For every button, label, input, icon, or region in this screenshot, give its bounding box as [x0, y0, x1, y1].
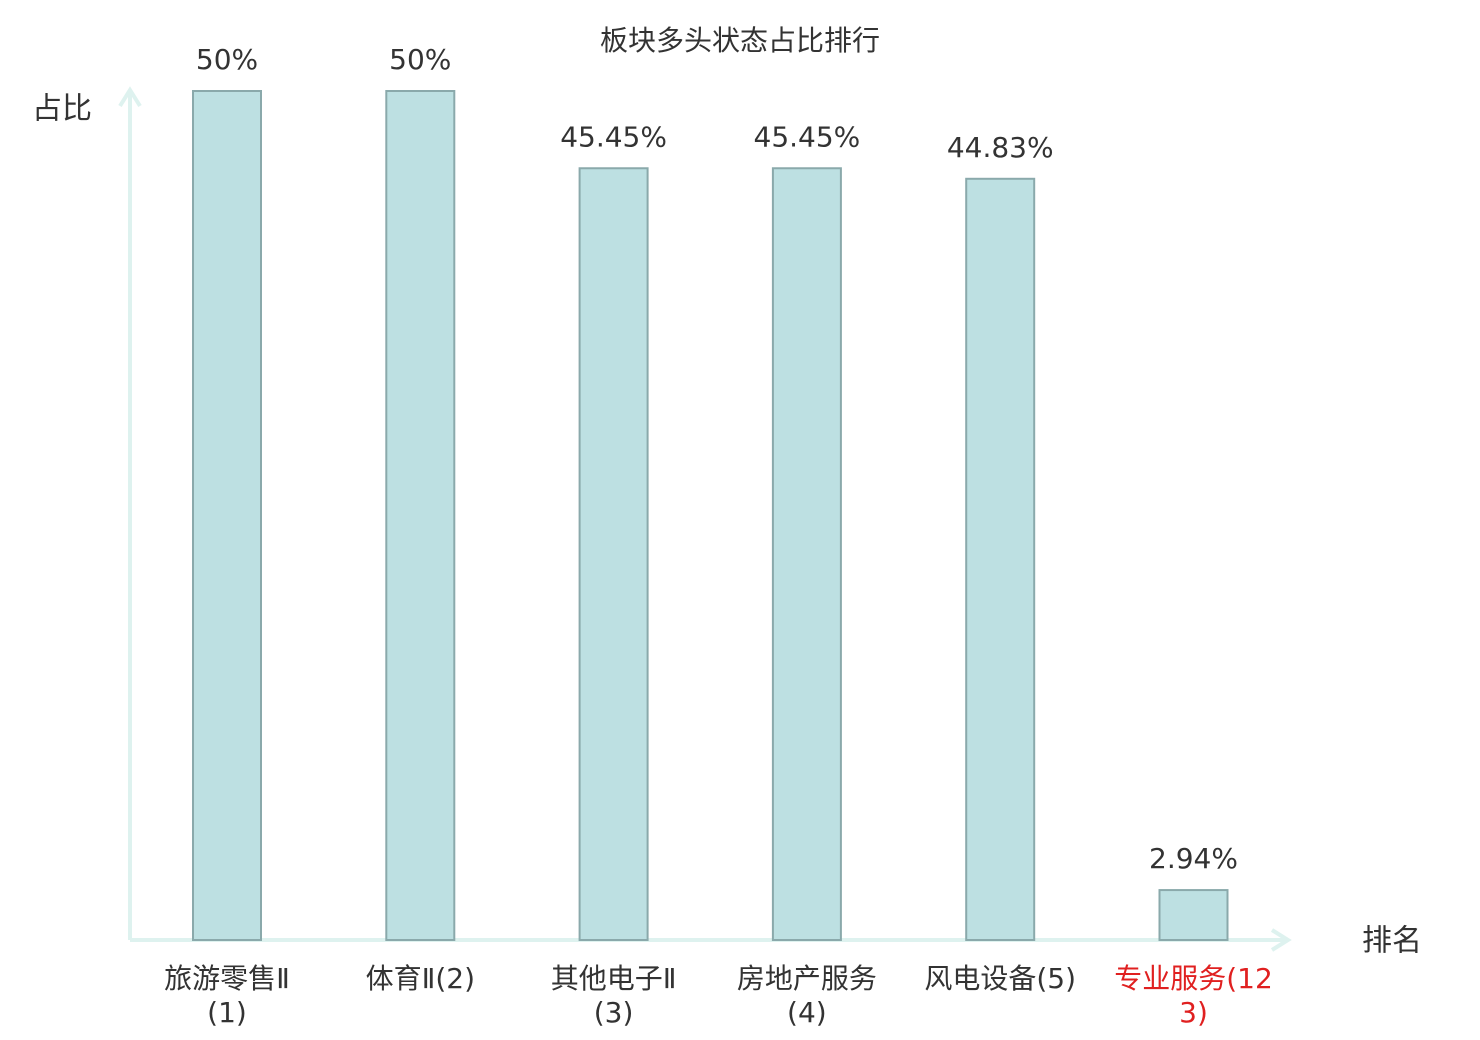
value-label: 2.94% [1149, 842, 1238, 875]
value-label: 45.45% [754, 120, 861, 153]
x-axis-label: 排名 [1362, 924, 1422, 959]
bar [771, 167, 842, 942]
value-label: 50% [389, 43, 451, 76]
value-label: 45.45% [560, 120, 667, 153]
axes [118, 86, 1292, 952]
x-tick-label: 其他电子Ⅱ(3) [550, 962, 677, 1029]
x-tick-label: 专业服务(123) [1114, 962, 1273, 1029]
chart-title: 板块多头状态占比排行 [600, 24, 880, 57]
bar [965, 177, 1036, 941]
x-tick-label: 房地产服务(4) [736, 962, 877, 1029]
y-arrow [118, 86, 142, 108]
bar [192, 90, 262, 941]
bar [1158, 889, 1229, 941]
x-tick-label: 体育Ⅱ(2) [365, 962, 476, 995]
y-axis-label: 占比 [32, 92, 92, 127]
x-arrow [1270, 928, 1292, 952]
x-tick-label: 旅游零售Ⅱ(1) [164, 962, 290, 1029]
value-label: 50% [196, 43, 258, 76]
value-label: 44.83% [947, 131, 1054, 164]
bar [578, 167, 649, 942]
bar [385, 90, 456, 941]
x-tick-label: 风电设备(5) [924, 962, 1077, 995]
